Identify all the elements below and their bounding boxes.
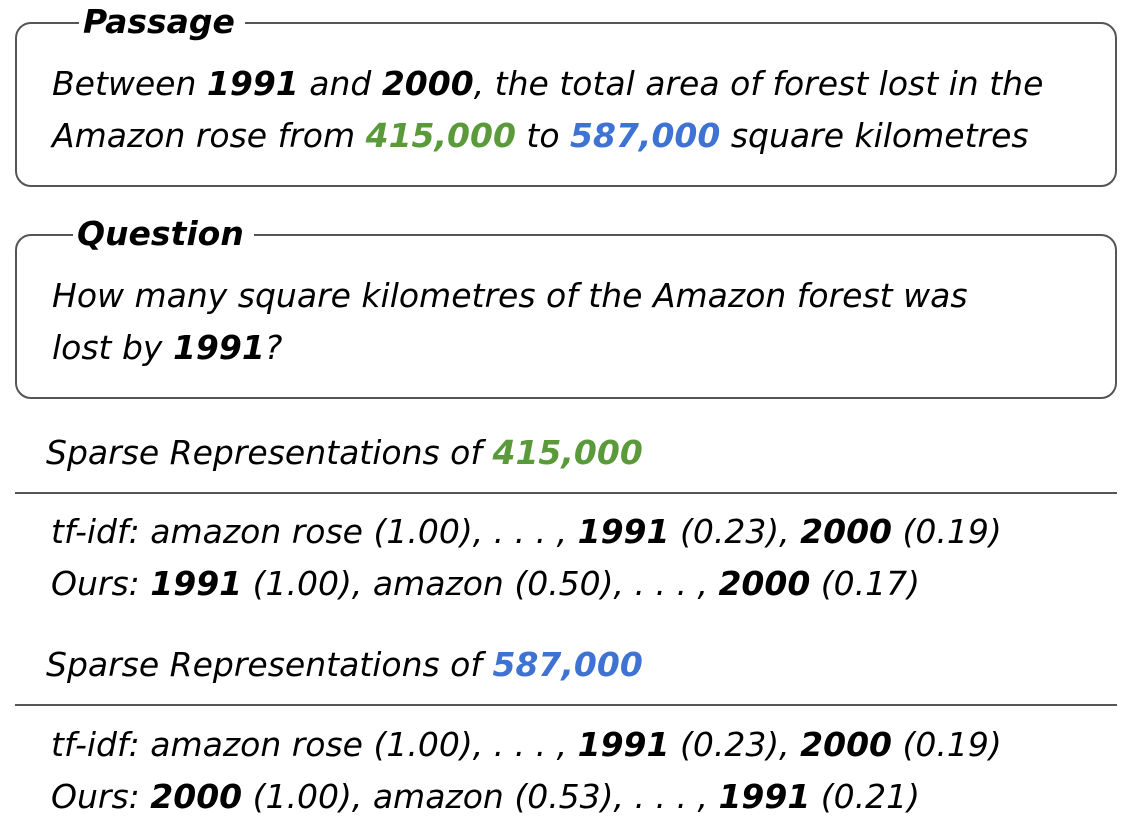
ours-line-415000: Ours: 1991 (1.00), amazon (0.50), . . . …: [51, 562, 920, 606]
ours-text: Ours:: [51, 564, 151, 603]
year-1991: 1991: [206, 64, 299, 103]
bold-year: 1991: [577, 512, 670, 551]
bold-year: 2000: [718, 564, 811, 603]
bold-year: 1991: [577, 725, 670, 764]
ours-text: (0.21): [810, 777, 921, 816]
passage-text: , the total area of forest lost in the: [473, 64, 1044, 103]
tfidf-text: (0.19): [892, 512, 1002, 551]
bold-year: 2000: [800, 512, 893, 551]
ours-text: (0.17): [810, 564, 921, 603]
tfidf-text: tf-idf: amazon rose (1.00), . . . ,: [51, 725, 578, 764]
heading-prefix: Sparse Representations of: [46, 433, 493, 472]
passage-text: square kilometres: [720, 116, 1029, 155]
number-587000: 587,000: [492, 645, 643, 684]
question-box: Question How many square kilometres of t…: [15, 212, 1117, 399]
passage-text: to: [515, 116, 571, 155]
question-text: ?: [264, 328, 283, 367]
heading-prefix: Sparse Representations of: [46, 645, 493, 684]
question-text: lost by: [52, 328, 173, 367]
passage-text: Between: [52, 64, 207, 103]
divider-rule: [15, 704, 1117, 706]
bold-year: 2000: [800, 725, 893, 764]
tfidf-text: (0.23),: [669, 725, 801, 764]
ours-text: (1.00), amazon (0.53), . . . ,: [242, 777, 719, 816]
year-2000: 2000: [381, 64, 474, 103]
bold-year: 2000: [150, 777, 243, 816]
ours-text: Ours:: [51, 777, 151, 816]
passage-text: Amazon rose from: [52, 116, 366, 155]
sparse-heading-415000: Sparse Representations of 415,000: [46, 431, 643, 475]
tfidf-line-587000: tf-idf: amazon rose (1.00), . . . , 1991…: [51, 723, 1002, 767]
passage-line-2: Amazon rose from 415,000 to 587,000 squa…: [52, 110, 1029, 162]
number-587000: 587,000: [570, 116, 721, 155]
sparse-heading-587000: Sparse Representations of 587,000: [46, 643, 643, 687]
passage-title: Passage: [79, 0, 245, 44]
tfidf-text: (0.19): [892, 725, 1002, 764]
ours-text: (1.00), amazon (0.50), . . . ,: [242, 564, 719, 603]
passage-text: and: [298, 64, 382, 103]
passage-box: Passage Between 1991 and 2000, the total…: [15, 0, 1117, 187]
question-title: Question: [73, 212, 254, 256]
bold-year: 1991: [150, 564, 243, 603]
question-line-1: How many square kilometres of the Amazon…: [52, 276, 968, 315]
question-line-2: lost by 1991?: [52, 322, 282, 374]
passage-line-1: Between 1991 and 2000, the total area of…: [52, 58, 1043, 110]
tfidf-text: (0.23),: [669, 512, 801, 551]
ours-line-587000: Ours: 2000 (1.00), amazon (0.53), . . . …: [51, 775, 920, 819]
year-1991: 1991: [172, 328, 265, 367]
number-415000: 415,000: [365, 116, 516, 155]
number-415000: 415,000: [492, 433, 643, 472]
divider-rule: [15, 492, 1117, 494]
tfidf-text: tf-idf: amazon rose (1.00), . . . ,: [51, 512, 578, 551]
bold-year: 1991: [718, 777, 811, 816]
tfidf-line-415000: tf-idf: amazon rose (1.00), . . . , 1991…: [51, 510, 1002, 554]
